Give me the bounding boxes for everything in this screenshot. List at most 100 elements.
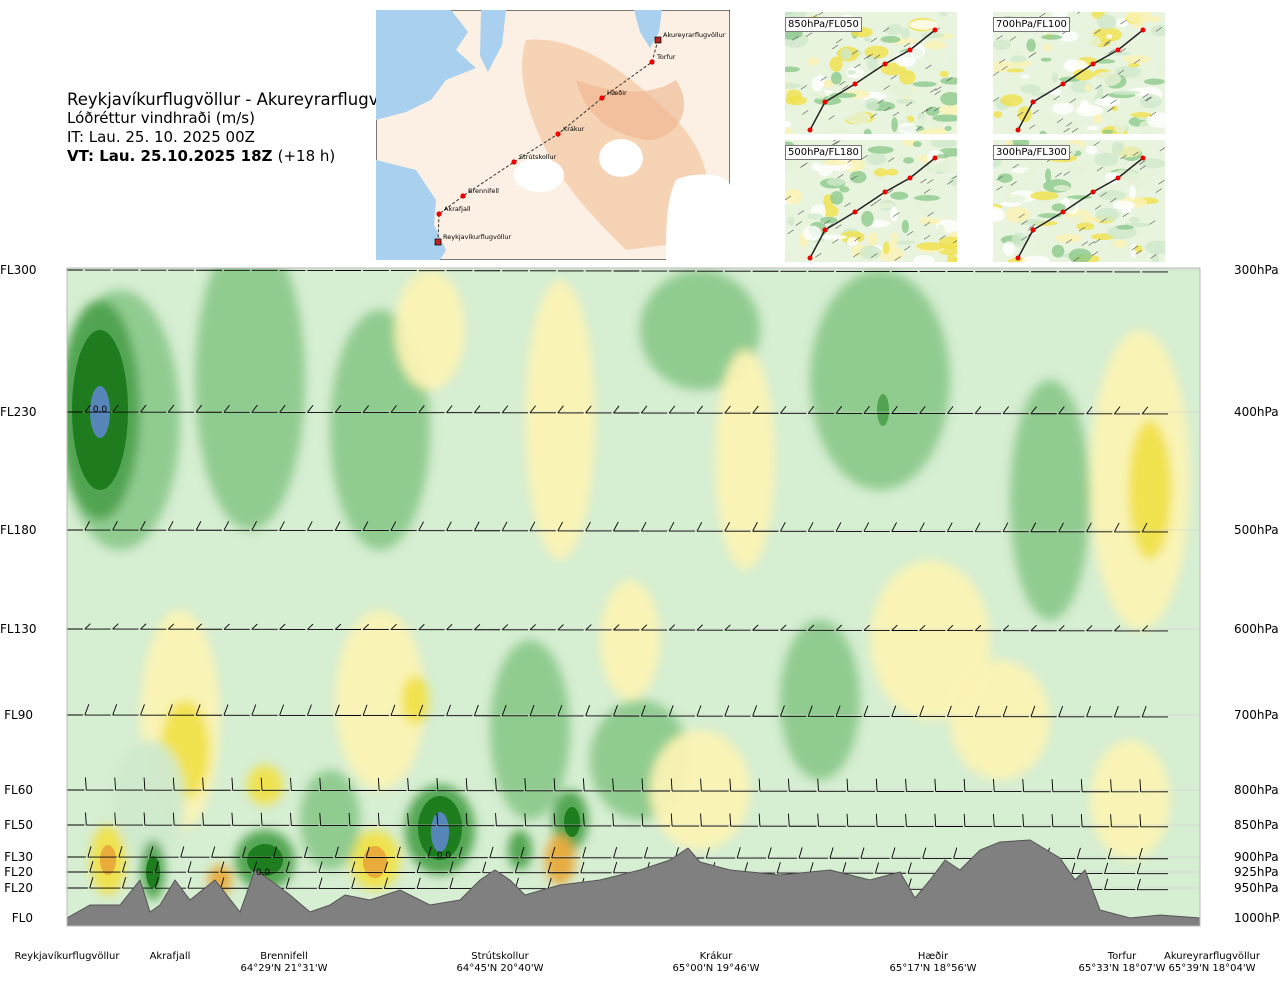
map-glacier-langjokull bbox=[514, 158, 564, 192]
field-core bbox=[431, 812, 449, 852]
minimap-field-blob bbox=[1128, 62, 1140, 68]
minimap-wind-barb bbox=[805, 32, 813, 38]
minimap-wind-barb bbox=[996, 175, 1003, 181]
minimap-wind-barb bbox=[890, 75, 897, 80]
route-point-name: Reykjavíkurflugvöllur bbox=[14, 951, 120, 962]
field-region bbox=[247, 765, 283, 805]
minimap-wind-barb bbox=[1120, 19, 1127, 25]
wind-barb-flag bbox=[223, 704, 229, 716]
route-point-name: Brennifell bbox=[260, 951, 308, 962]
wind-barb-flag bbox=[553, 813, 556, 826]
wind-barb-flag bbox=[798, 847, 803, 859]
wind-barb-flag bbox=[780, 705, 785, 717]
wind-barb-flag bbox=[57, 877, 60, 888]
wind-barb-flag bbox=[180, 846, 185, 858]
minimap-wind-barb bbox=[939, 235, 946, 240]
wind-barb-flag bbox=[473, 521, 480, 531]
cross-section-chart: 0.0 0.0 0.0 bbox=[57, 267, 1201, 927]
wind-barb-flag bbox=[947, 406, 954, 414]
wind-barb-flag bbox=[143, 812, 146, 826]
wind-barb-flag bbox=[640, 521, 647, 532]
wind-barb-flag bbox=[202, 812, 204, 826]
minimap-field-blob bbox=[1053, 185, 1070, 192]
minimap-500-field bbox=[785, 140, 957, 262]
minimap-wind-barb bbox=[946, 77, 953, 82]
minimap-wind-barb bbox=[837, 174, 844, 179]
minimap-field-blob bbox=[930, 140, 957, 148]
wind-barb-flag bbox=[251, 704, 257, 716]
minimap-field-blob bbox=[1020, 74, 1030, 79]
minimap-field-blob bbox=[864, 97, 880, 111]
wind-barb-flag bbox=[307, 404, 314, 413]
wind-barb-flag bbox=[140, 520, 146, 531]
minimap-850-label: 850hPa/FL050 bbox=[785, 17, 862, 32]
minimap-wind-barb bbox=[828, 115, 835, 120]
wind-barb-flag bbox=[495, 813, 497, 826]
wind-barb-flag bbox=[279, 404, 286, 413]
wind-barb-flag bbox=[334, 521, 341, 531]
minimap-wind-barb bbox=[1139, 165, 1146, 170]
wind-barb-flag bbox=[874, 862, 880, 874]
wind-barb-flag bbox=[195, 521, 202, 531]
minimap-field-blob bbox=[818, 234, 847, 240]
route-point: Torfur 65°33'N 18°07'W bbox=[1062, 951, 1182, 975]
wind-barb-flag bbox=[495, 778, 497, 791]
minimap-wind-barb bbox=[1071, 127, 1079, 133]
minimap-wind-barb bbox=[800, 85, 807, 90]
minimap-wind-barb bbox=[795, 221, 802, 226]
wind-barb-flag bbox=[787, 813, 790, 827]
wind-barb-flag bbox=[529, 624, 536, 631]
map-waypoint-label: Hæðir bbox=[607, 89, 627, 97]
wind-barb-flag bbox=[1080, 779, 1083, 792]
minimap-wind-barb bbox=[851, 50, 859, 55]
minimap-wind-barb bbox=[1142, 93, 1149, 98]
minimap-wind-barb bbox=[923, 189, 931, 194]
minimap-field-blob bbox=[1115, 18, 1129, 28]
minimap-waypoint bbox=[807, 255, 813, 261]
minimap-field-blob bbox=[1009, 55, 1027, 63]
minimap-field-blob bbox=[1084, 83, 1093, 92]
wind-barb-flag bbox=[154, 877, 159, 889]
minimap-field-blob bbox=[1111, 105, 1118, 112]
minimap-wind-barb bbox=[1063, 127, 1070, 133]
wind-barb-flag bbox=[780, 624, 787, 631]
wind-barb-flag bbox=[582, 813, 585, 826]
minimap-wind-barb bbox=[1133, 59, 1141, 64]
minimap-field-blob bbox=[1040, 34, 1063, 40]
minimap-field-blob bbox=[1114, 118, 1127, 134]
wind-barb-flag bbox=[1058, 625, 1065, 632]
wind-barb-flag bbox=[787, 778, 790, 792]
wind-barb-flag bbox=[85, 777, 87, 791]
wind-barb-flag bbox=[118, 846, 123, 858]
route-point: Akureyrarflugvöllur 65°39'N 18°04'W bbox=[1152, 951, 1272, 975]
wind-barb-flag bbox=[724, 624, 731, 631]
minimap-field-blob bbox=[944, 126, 952, 131]
minimap-field-blob bbox=[1139, 94, 1162, 109]
route-map: Akureyrarflugvöllur Torfur Hæðir Krákur Strú… bbox=[376, 10, 730, 260]
minimap-waypoint bbox=[882, 61, 888, 67]
minimap-wind-barb bbox=[1159, 147, 1165, 152]
wind-barb-flag bbox=[260, 812, 263, 826]
wind-barb-flag bbox=[752, 705, 758, 717]
minimap-field-blob bbox=[1076, 222, 1095, 231]
minimap-wind-barb bbox=[870, 113, 877, 118]
minimap-field-blob bbox=[1023, 168, 1037, 178]
minimap-field-blob bbox=[1155, 65, 1165, 76]
minimap-waypoint bbox=[1090, 61, 1096, 67]
wind-barb-flag bbox=[231, 777, 234, 791]
minimap-field-blob bbox=[785, 121, 792, 128]
minimap-field-blob bbox=[1152, 250, 1159, 262]
minimap-wind-barb bbox=[866, 53, 874, 59]
map-waypoint-label: Reykjavíkurflugvöllur bbox=[443, 233, 512, 241]
wind-barb-flag bbox=[1139, 779, 1142, 792]
minimap-field-blob bbox=[916, 242, 945, 251]
wind-barb-flag bbox=[1022, 814, 1025, 827]
minimap-field-blob bbox=[1059, 166, 1086, 178]
minimap-wind-barb bbox=[996, 35, 1003, 40]
wind-barb-flag bbox=[87, 846, 92, 858]
map-waypoint-label: Strútskollur bbox=[519, 153, 557, 161]
minimap-waypoint bbox=[1030, 99, 1036, 105]
minimap-field-blob bbox=[785, 190, 802, 195]
minimap-wind-barb bbox=[842, 85, 849, 90]
wind-barb-flag bbox=[557, 624, 564, 631]
